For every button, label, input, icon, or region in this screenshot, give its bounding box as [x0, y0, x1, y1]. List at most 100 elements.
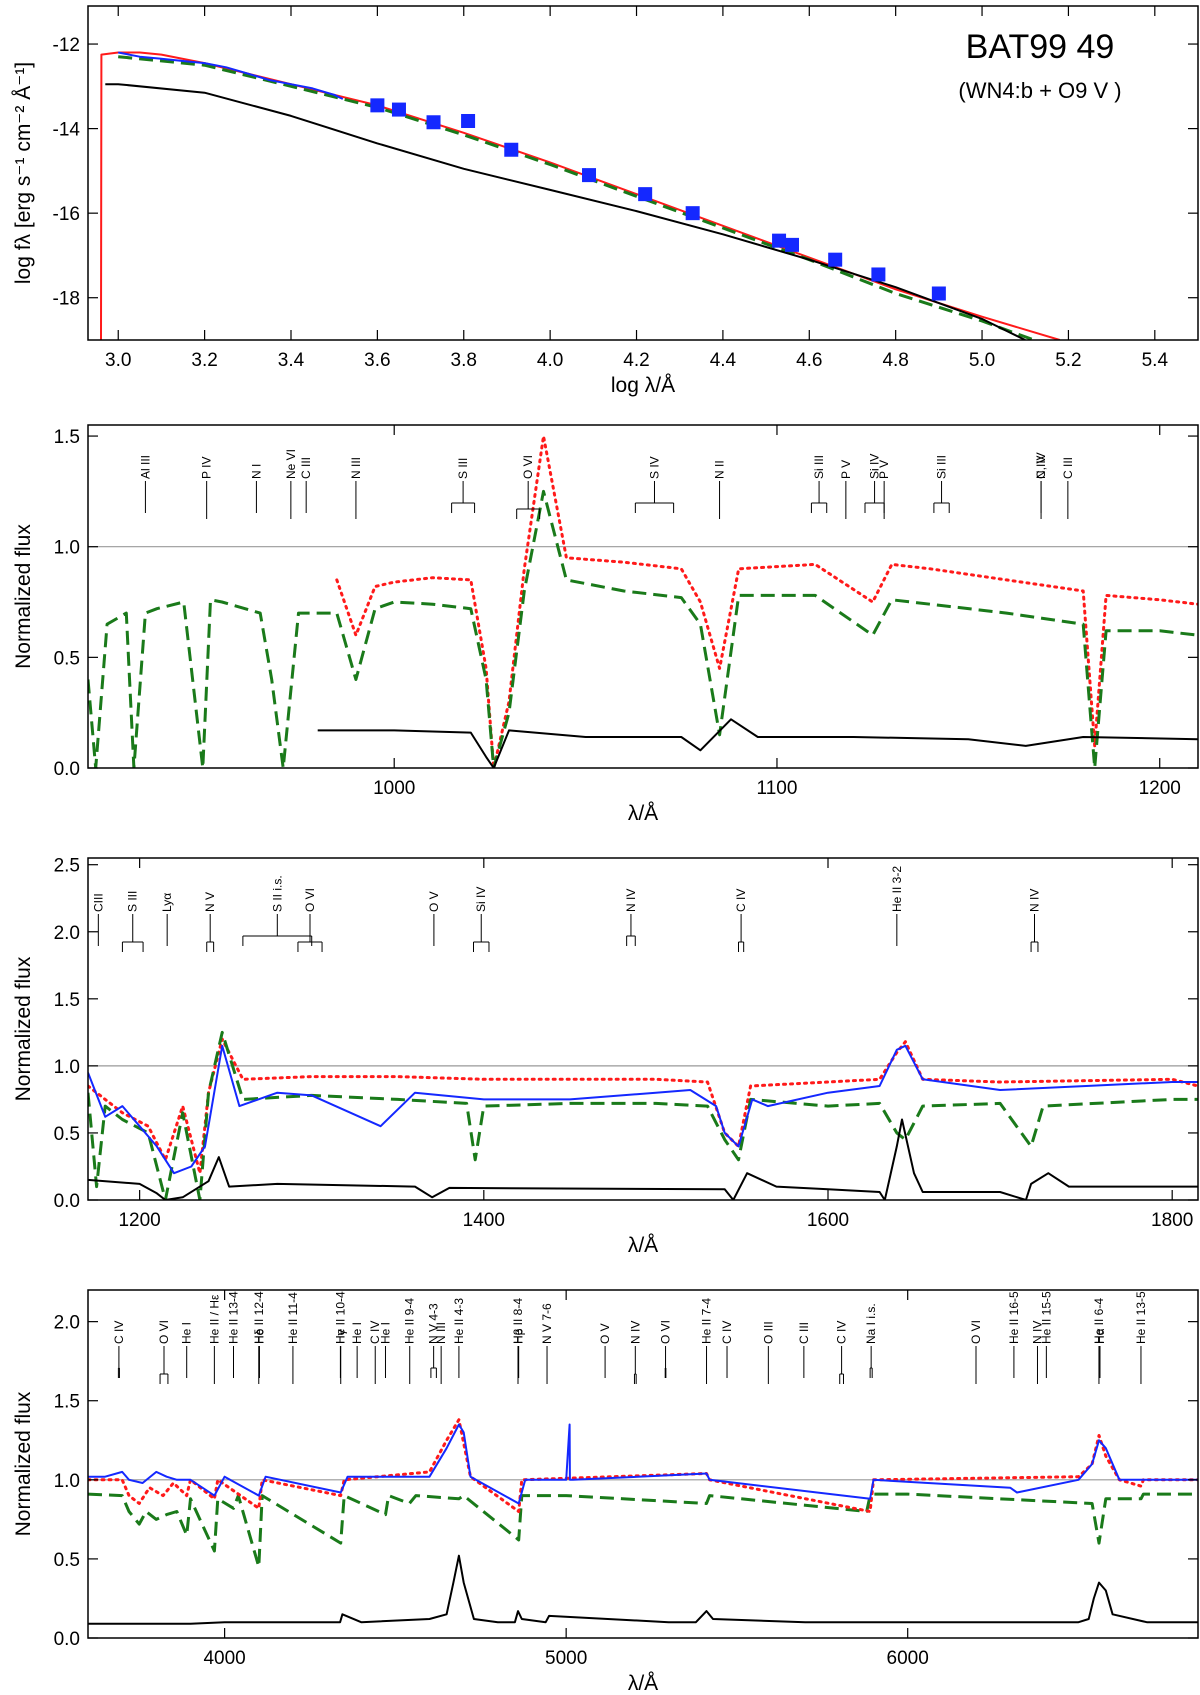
photometry-point — [871, 267, 886, 282]
line-id-label: S II i.s. — [270, 875, 284, 912]
line-id-label: N IV — [624, 889, 638, 912]
plot-frame — [87, 424, 1199, 769]
line-id: N IV — [1034, 456, 1048, 513]
x-tick-label: 3.6 — [364, 350, 390, 371]
line-id: Si III — [810, 455, 828, 513]
line-id-label: He II 6-4 — [1092, 1298, 1106, 1344]
line-id: S III — [451, 458, 476, 513]
y-axis-label: Normalized flux — [12, 524, 35, 669]
line-id-label: O VI — [659, 1320, 673, 1344]
y-tick-label: 0.5 — [54, 648, 80, 669]
x-tick-label: 1200 — [118, 1210, 160, 1231]
line-id-label: He II 11-4 — [286, 1292, 300, 1344]
line-id-label: Si IV — [868, 454, 882, 479]
line-id: O VI — [297, 888, 323, 952]
line-id-label: Si IV — [474, 887, 488, 912]
line-id: He I — [350, 1322, 364, 1378]
x-tick-label: 6000 — [887, 1648, 929, 1669]
line-id-label: N V 4-3 — [427, 1303, 441, 1344]
x-tick-label: 1800 — [1151, 1210, 1193, 1231]
plot-frame — [87, 1289, 1199, 1639]
photometry-point — [370, 98, 385, 113]
line-id-label: CIII — [91, 893, 105, 912]
photometry-point — [785, 237, 800, 252]
y-tick-label: 1.0 — [54, 538, 80, 559]
line-id: N II — [713, 460, 727, 519]
line-id-label: S III — [126, 891, 140, 912]
photometry-point — [772, 233, 787, 248]
line-id-label: C III — [797, 1322, 811, 1344]
line-id-label: Na I i.s. — [864, 1303, 878, 1344]
line-id: N IV — [1030, 1321, 1044, 1384]
fuv-panel: Al III P IV N I Ne VI C III N III S III O VI S I… — [12, 424, 1199, 825]
y-axis-label: Normalized flux — [12, 1391, 35, 1536]
line-id: Hδ — [252, 1328, 266, 1378]
x-tick-label: 4.0 — [537, 350, 563, 371]
line-id-label: He II 7-4 — [700, 1298, 714, 1344]
line-id: Hα — [1093, 1328, 1107, 1378]
line-id: Lyα — [160, 893, 174, 946]
line-id: Hγ — [334, 1329, 348, 1384]
line-id-label: O V — [427, 891, 441, 912]
line-id: He II 3-2 — [890, 866, 904, 946]
line-id: O V — [598, 1323, 612, 1378]
x-tick-label: 1600 — [807, 1210, 849, 1231]
y-tick-label: 1.0 — [54, 1471, 80, 1492]
line-id-label: C IV — [734, 889, 748, 912]
line-id-label: C IV — [720, 1321, 734, 1344]
line-id: O V — [427, 891, 441, 946]
line-id: N III — [434, 1322, 448, 1384]
line-id: C III — [797, 1322, 811, 1378]
chart-subtitle: (WN4:b + O9 V ) — [958, 78, 1121, 103]
photometry-point — [582, 168, 597, 183]
line-id: Si III — [933, 455, 950, 513]
x-tick-label: 4.8 — [882, 350, 908, 371]
line-id-label: Hβ — [512, 1328, 526, 1344]
line-id-label: O III — [761, 1321, 775, 1344]
y-tick-label: 0.0 — [54, 759, 80, 780]
x-axis-label: λ/Å — [628, 802, 658, 825]
line-id-label: O VI — [969, 1320, 983, 1344]
photometry-point — [504, 142, 519, 157]
series-group — [100, 51, 1061, 340]
y-tick-label: -18 — [53, 289, 80, 310]
line-id-label: N IV — [1034, 456, 1048, 479]
line-id-label: He II 10-4 — [333, 1291, 347, 1344]
y-axis-label: log fλ [erg s⁻¹ cm⁻² Å⁻¹] — [12, 62, 35, 284]
series-WR-model — [317, 718, 1198, 768]
x-axis-label: λ/Å — [628, 1234, 658, 1257]
series-group — [88, 1030, 1198, 1200]
photometry-point — [931, 286, 946, 301]
line-id: O VI — [157, 1320, 171, 1384]
line-id: He I — [378, 1322, 392, 1378]
line-id-label: He I — [180, 1322, 194, 1344]
line-id: He II 7-4 — [700, 1298, 714, 1384]
line-id-label: S IV — [647, 456, 661, 479]
line-id: P V — [877, 460, 891, 519]
y-tick-label: 0.5 — [54, 1124, 80, 1145]
line-id-label: N V 7-6 — [540, 1303, 554, 1344]
line-id: N IV — [628, 1321, 642, 1384]
x-tick-label: 3.8 — [451, 350, 477, 371]
line-id-label: Lyα — [160, 893, 174, 912]
x-tick-label: 5.0 — [969, 350, 995, 371]
line-id-label: Ne VI — [284, 449, 298, 479]
y-tick-label: 0.5 — [54, 1550, 80, 1571]
line-id-label: N V — [203, 892, 217, 912]
line-id: C III — [299, 457, 313, 513]
line-id-label: C IV — [112, 1321, 126, 1344]
line-id-label: He II 13-5 — [1134, 1291, 1148, 1344]
line-id: C IV — [112, 1321, 126, 1378]
line-id: Ne VI — [284, 449, 298, 519]
y-tick-label: 1.5 — [54, 1392, 80, 1413]
line-id: He II 8-4 — [511, 1298, 525, 1384]
series-model-total — [88, 1418, 1198, 1513]
photometry-point — [426, 115, 441, 130]
plot-frame — [87, 857, 1199, 1201]
optical-panel: C IV O VI He I He II / Hε He II 13-4 He II 12… — [12, 1289, 1199, 1695]
y-tick-label: 2.0 — [54, 1313, 80, 1334]
line-id-label: He II 9-4 — [403, 1298, 417, 1344]
line-id: S II i.s. — [242, 875, 313, 946]
x-tick-label: 4000 — [203, 1648, 245, 1669]
